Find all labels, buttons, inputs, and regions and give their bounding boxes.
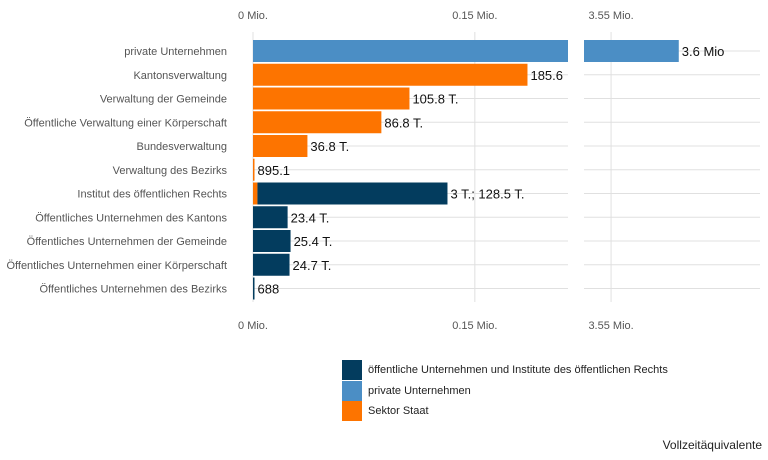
bar xyxy=(253,182,258,205)
bar xyxy=(253,277,255,300)
bar xyxy=(253,40,568,62)
data-label: 3 T.; 128.5 T. xyxy=(450,187,524,202)
category-label: Institut des öffentlichen Rechts xyxy=(77,189,227,201)
category-label: private Unternehmen xyxy=(124,46,227,58)
x-tick-label-bottom: 3.55 Mio. xyxy=(588,320,633,332)
legend-swatch xyxy=(342,380,362,401)
legend-label: öffentliche Unternehmen und Institute de… xyxy=(368,364,668,377)
bar xyxy=(253,230,291,252)
legend-label: private Unternehmen xyxy=(368,384,471,397)
x-tick-label-top: 0 Mio. xyxy=(238,10,268,22)
data-label: 688 xyxy=(258,282,280,297)
data-label: 86.8 T. xyxy=(384,115,423,130)
data-label: 25.4 T. xyxy=(294,234,333,249)
legend-label: Sektor Staat xyxy=(368,405,429,418)
bar xyxy=(253,135,308,157)
category-label: Öffentliches Unternehmen des Kantons xyxy=(35,212,227,224)
data-label: 23.4 T. xyxy=(291,210,330,225)
category-label: Kantonsverwaltung xyxy=(133,70,227,82)
category-label: Verwaltung des Bezirks xyxy=(113,165,228,177)
data-label: 185.6 xyxy=(530,68,563,83)
legend-item-private-unternehmen: private Unternehmen xyxy=(342,380,668,402)
data-label: 895.1 xyxy=(258,163,291,178)
bar xyxy=(253,63,528,86)
bar xyxy=(253,158,255,181)
category-label: Öffentliches Unternehmen des Bezirks xyxy=(40,284,228,296)
category-label: Öffentliches Unternehmen der Gemeinde xyxy=(27,236,227,248)
bar-chart: 0 Mio. 0 Mio. 0.15 Mio. 0.15 Mio. 3.55 Mio. 3… xyxy=(6,10,760,332)
bar xyxy=(253,253,290,276)
bar xyxy=(253,206,288,229)
legend-swatch xyxy=(342,401,362,422)
bar xyxy=(257,182,448,205)
legend-swatch xyxy=(342,360,362,381)
x-tick-label-top: 0.15 Mio. xyxy=(452,10,497,22)
category-label: Bundesverwaltung xyxy=(136,141,227,153)
data-label: 105.8 T. xyxy=(412,92,458,107)
data-label: 3.6 Mio xyxy=(682,44,725,59)
x-tick-label-bottom: 0.15 Mio. xyxy=(452,320,497,332)
category-label: Öffentliche Verwaltung einer Körperschaf… xyxy=(24,117,227,129)
category-label: Verwaltung der Gemeinde xyxy=(100,94,227,106)
bar xyxy=(584,40,679,62)
category-label: Öffentliches Unternehmen einer Körpersch… xyxy=(6,260,227,272)
data-label: 24.7 T. xyxy=(293,258,332,273)
x-tick-label-top: 3.55 Mio. xyxy=(588,10,633,22)
legend-item-sektor-staat: Sektor Staat xyxy=(342,401,668,422)
bar xyxy=(253,111,382,134)
data-label: 36.8 T. xyxy=(310,139,349,154)
legend: öffentliche Unternehmen und Institute de… xyxy=(342,360,668,422)
legend-item-oeffentliche-unternehmen: öffentliche Unternehmen und Institute de… xyxy=(342,360,668,381)
x-tick-label-bottom: 0 Mio. xyxy=(238,320,268,332)
bar xyxy=(253,87,410,110)
x-axis-caption: Vollzeitäquivalente xyxy=(662,438,762,452)
